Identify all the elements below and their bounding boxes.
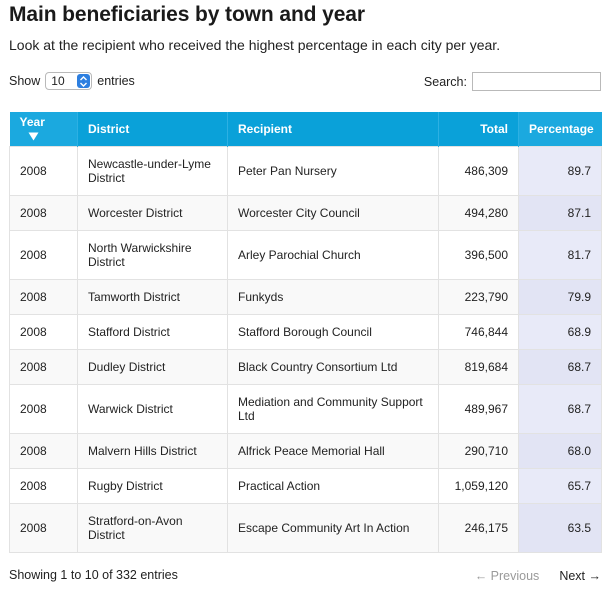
cell-total: 819,684: [438, 349, 519, 385]
previous-button[interactable]: ← Previous: [474, 569, 540, 583]
cell-recipient: Practical Action: [227, 468, 439, 504]
cell-percentage: 81.7: [518, 230, 602, 280]
cell-year: 2008: [9, 314, 78, 350]
cell-year: 2008: [9, 195, 78, 231]
table-row: 2008 Malvern Hills District Alfrick Peace …: [9, 433, 602, 469]
cell-district: Malvern Hills District: [77, 433, 228, 469]
cell-recipient: Escape Community Art In Action: [227, 503, 439, 553]
cell-year: 2008: [9, 468, 78, 504]
cell-district: Rugby District: [77, 468, 228, 504]
table-row: 2008 Rugby District Practical Action 1,059,…: [9, 468, 602, 504]
cell-percentage: 68.7: [518, 349, 602, 385]
cell-recipient: Alfrick Peace Memorial Hall: [227, 433, 439, 469]
length-prefix: Show: [9, 74, 41, 88]
table-row: 2008 Tamworth District Funkyds 223,790 79.9: [9, 279, 602, 315]
table-header-row: Year District Recipient Total Percentage: [9, 112, 602, 147]
cell-recipient: Arley Parochial Church: [227, 230, 439, 280]
cell-total: 396,500: [438, 230, 519, 280]
cell-year: 2008: [9, 146, 78, 196]
table-row: 2008 Dudley District Black Country Consort…: [9, 349, 602, 385]
table-info: Showing 1 to 10 of 332 entries: [9, 568, 178, 582]
sort-desc-icon: [28, 132, 38, 141]
table-row: 2008 Worcester District Worcester City Cou…: [9, 195, 602, 231]
cell-district: North Warwickshire District: [77, 230, 228, 280]
cell-percentage: 63.5: [518, 503, 602, 553]
column-header-total[interactable]: Total: [438, 112, 519, 147]
pagination: ← Previous Next →: [475, 569, 601, 583]
cell-recipient: Mediation and Community Support Ltd: [227, 384, 439, 434]
cell-district: Worcester District: [77, 195, 228, 231]
table-row: 2008 Stafford District Stafford Borough Co…: [9, 314, 602, 350]
table-body: 2008 Newcastle-under-Lyme District Peter P…: [9, 146, 602, 553]
cell-percentage: 87.1: [518, 195, 602, 231]
beneficiaries-table: Year District Recipient Total Percentage…: [9, 112, 602, 553]
cell-percentage: 68.0: [518, 433, 602, 469]
cell-total: 1,059,120: [438, 468, 519, 504]
cell-district: Newcastle-under-Lyme District: [77, 146, 228, 196]
cell-total: 486,309: [438, 146, 519, 196]
table-row: 2008 Stratford-on-Avon District Escape Com…: [9, 503, 602, 553]
cell-total: 489,967: [438, 384, 519, 434]
cell-percentage: 68.7: [518, 384, 602, 434]
entries-length-control: Show 10 entries: [9, 72, 135, 90]
cell-year: 2008: [9, 279, 78, 315]
cell-total: 246,175: [438, 503, 519, 553]
cell-year: 2008: [9, 433, 78, 469]
cell-district: Tamworth District: [77, 279, 228, 315]
cell-recipient: Funkyds: [227, 279, 439, 315]
cell-percentage: 89.7: [518, 146, 602, 196]
cell-total: 494,280: [438, 195, 519, 231]
search-input[interactable]: [472, 72, 601, 91]
cell-percentage: 65.7: [518, 468, 602, 504]
cell-recipient: Black Country Consortium Ltd: [227, 349, 439, 385]
cell-recipient: Stafford Borough Council: [227, 314, 439, 350]
length-suffix: entries: [97, 74, 135, 88]
cell-total: 223,790: [438, 279, 519, 315]
table-row: 2008 North Warwickshire District Arley Par…: [9, 230, 602, 280]
cell-district: Stafford District: [77, 314, 228, 350]
column-header-percentage[interactable]: Percentage: [518, 112, 602, 147]
cell-year: 2008: [9, 230, 78, 280]
cell-district: Dudley District: [77, 349, 228, 385]
table-row: 2008 Warwick District Mediation and Commun…: [9, 384, 602, 434]
cell-district: Stratford-on-Avon District: [77, 503, 228, 553]
cell-year: 2008: [9, 503, 78, 553]
page-title: Main beneficiaries by town and year: [9, 3, 365, 26]
page-subtitle: Look at the recipient who received the h…: [9, 37, 501, 53]
search-control: Search:: [424, 72, 601, 91]
cell-year: 2008: [9, 349, 78, 385]
cell-recipient: Worcester City Council: [227, 195, 439, 231]
next-button[interactable]: Next →: [559, 569, 601, 583]
cell-year: 2008: [9, 384, 78, 434]
cell-percentage: 79.9: [518, 279, 602, 315]
column-header-district[interactable]: District: [77, 112, 228, 147]
cell-total: 746,844: [438, 314, 519, 350]
cell-recipient: Peter Pan Nursery: [227, 146, 439, 196]
column-header-recipient[interactable]: Recipient: [227, 112, 439, 147]
table-row: 2008 Newcastle-under-Lyme District Peter P…: [9, 146, 602, 196]
cell-percentage: 68.9: [518, 314, 602, 350]
search-label: Search:: [423, 74, 467, 89]
entries-select[interactable]: 10: [45, 72, 93, 90]
cell-total: 290,710: [438, 433, 519, 469]
entries-select-value: 10: [51, 74, 65, 88]
cell-district: Warwick District: [77, 384, 228, 434]
column-header-label: Year: [19, 115, 45, 129]
column-header-year[interactable]: Year: [9, 112, 78, 147]
select-arrows-icon: [77, 74, 91, 88]
